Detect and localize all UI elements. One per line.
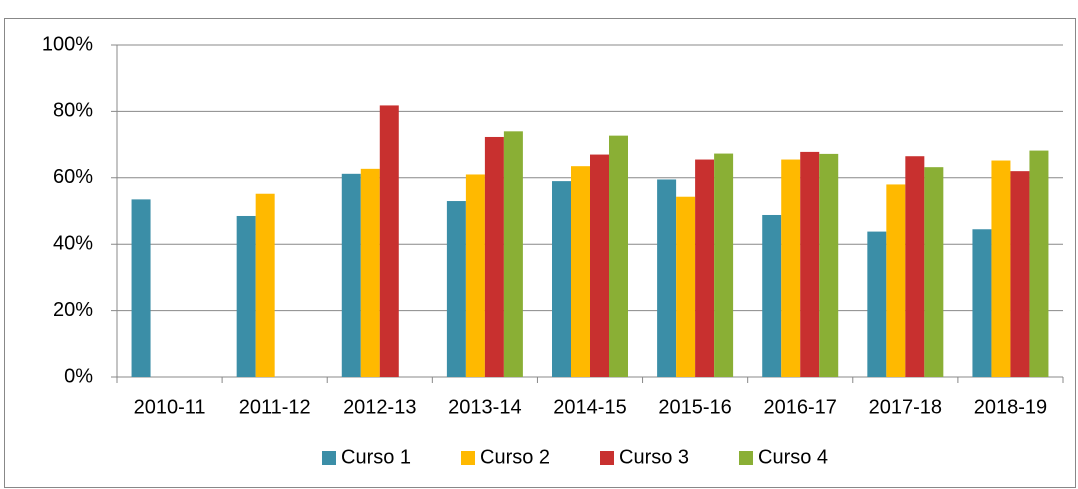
- bar: [571, 166, 590, 377]
- bar: [714, 153, 734, 377]
- bar: [657, 179, 677, 377]
- bar: [819, 153, 839, 377]
- bar: [1029, 150, 1049, 377]
- legend-label: Curso 1: [341, 446, 411, 468]
- bar: [695, 159, 715, 377]
- x-tick-label: 2018-19: [974, 396, 1047, 418]
- bar: [446, 201, 466, 377]
- bar: [905, 156, 925, 377]
- bar: [341, 173, 361, 377]
- bar: [379, 105, 399, 377]
- bar: [972, 229, 992, 377]
- bar: [236, 215, 256, 377]
- bar: [590, 154, 609, 377]
- x-tick-label: 2011-12: [239, 396, 311, 418]
- bar: [131, 199, 151, 377]
- bar: [609, 135, 628, 377]
- legend-label: Curso 2: [480, 446, 550, 468]
- bar: [924, 167, 944, 377]
- y-tick-label: 100%: [42, 33, 93, 55]
- bar: [1010, 171, 1030, 377]
- bar: [255, 193, 275, 377]
- x-tick-label: 2016-17: [764, 396, 837, 418]
- legend-swatch: [461, 451, 475, 465]
- x-tick-label: 2014-15: [553, 396, 626, 418]
- y-tick-label: 0%: [64, 365, 93, 387]
- bar: [360, 168, 380, 377]
- x-tick-label: 2012-13: [343, 396, 416, 418]
- legend-swatch: [739, 451, 753, 465]
- bar: [991, 160, 1011, 377]
- y-tick-label: 20%: [53, 299, 93, 321]
- x-tick-label: 2017-18: [869, 396, 942, 418]
- bar: [867, 231, 887, 377]
- bar: [552, 181, 571, 377]
- bar: [781, 159, 801, 377]
- bar: [676, 196, 696, 377]
- x-tick-label: 2015-16: [658, 396, 731, 418]
- legend-label: Curso 3: [619, 446, 689, 468]
- x-tick-label: 2013-14: [448, 396, 521, 418]
- bar: [484, 136, 504, 377]
- x-tick-label: 2010-11: [134, 396, 206, 418]
- y-tick-label: 80%: [53, 100, 93, 122]
- legend-label: Curso 4: [758, 446, 828, 468]
- legend-swatch: [600, 451, 614, 465]
- y-tick-label: 40%: [53, 232, 93, 254]
- bar: [886, 184, 906, 377]
- legend-swatch: [322, 451, 336, 465]
- bar: [800, 151, 820, 377]
- bar: [465, 174, 485, 377]
- bar: [503, 131, 523, 377]
- bar: [762, 214, 782, 377]
- y-tick-label: 60%: [53, 166, 93, 188]
